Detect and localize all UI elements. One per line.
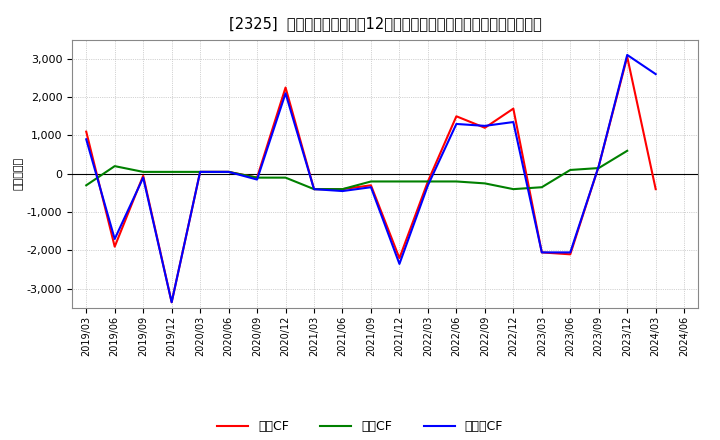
- フリーCF: [338, 188, 347, 194]
- 営業CF: [537, 250, 546, 255]
- 営業CF: [167, 300, 176, 305]
- 投資CF: [253, 175, 261, 180]
- 投資CF: [282, 175, 290, 180]
- フリーCF: [595, 164, 603, 169]
- 投資CF: [395, 179, 404, 184]
- フリーCF: [566, 250, 575, 255]
- 投資CF: [196, 169, 204, 175]
- 投資CF: [110, 164, 119, 169]
- Line: 営業CF: 営業CF: [86, 57, 656, 302]
- 営業CF: [110, 244, 119, 249]
- 投資CF: [452, 179, 461, 184]
- 投資CF: [82, 183, 91, 188]
- 営業CF: [282, 85, 290, 90]
- 投資CF: [480, 181, 489, 186]
- フリーCF: [537, 250, 546, 255]
- Title: [2325]  キャッシュフローの12か月移動合計の対前年同期増減額の推移: [2325] キャッシュフローの12か月移動合計の対前年同期増減額の推移: [229, 16, 541, 32]
- フリーCF: [480, 123, 489, 128]
- 営業CF: [480, 125, 489, 130]
- フリーCF: [225, 169, 233, 175]
- 営業CF: [623, 54, 631, 59]
- フリーCF: [623, 52, 631, 58]
- 営業CF: [509, 106, 518, 111]
- 投資CF: [167, 169, 176, 175]
- 営業CF: [225, 169, 233, 175]
- 投資CF: [423, 179, 432, 184]
- Y-axis label: （百万円）: （百万円）: [14, 157, 24, 191]
- 投資CF: [537, 185, 546, 190]
- 営業CF: [395, 256, 404, 261]
- フリーCF: [139, 175, 148, 180]
- 営業CF: [652, 187, 660, 192]
- フリーCF: [82, 137, 91, 142]
- フリーCF: [110, 236, 119, 242]
- 投資CF: [338, 187, 347, 192]
- 営業CF: [310, 187, 318, 192]
- 営業CF: [366, 183, 375, 188]
- 投資CF: [310, 187, 318, 192]
- Line: フリーCF: フリーCF: [86, 55, 656, 302]
- 営業CF: [82, 129, 91, 134]
- 営業CF: [139, 173, 148, 178]
- フリーCF: [196, 169, 204, 175]
- 投資CF: [366, 179, 375, 184]
- 投資CF: [225, 169, 233, 175]
- フリーCF: [423, 183, 432, 188]
- フリーCF: [452, 121, 461, 127]
- 投資CF: [566, 167, 575, 172]
- 営業CF: [338, 187, 347, 192]
- フリーCF: [366, 185, 375, 190]
- フリーCF: [310, 187, 318, 192]
- 投資CF: [139, 169, 148, 175]
- 投資CF: [623, 148, 631, 154]
- フリーCF: [395, 261, 404, 267]
- フリーCF: [167, 300, 176, 305]
- 営業CF: [452, 114, 461, 119]
- フリーCF: [253, 177, 261, 182]
- フリーCF: [509, 119, 518, 125]
- 営業CF: [595, 164, 603, 169]
- フリーCF: [282, 91, 290, 96]
- 営業CF: [253, 175, 261, 180]
- 営業CF: [196, 169, 204, 175]
- 投資CF: [595, 165, 603, 171]
- フリーCF: [652, 71, 660, 77]
- 営業CF: [423, 179, 432, 184]
- Line: 投資CF: 投資CF: [86, 151, 627, 189]
- 営業CF: [566, 252, 575, 257]
- 投資CF: [509, 187, 518, 192]
- Legend: 営業CF, 投資CF, フリーCF: 営業CF, 投資CF, フリーCF: [212, 415, 508, 438]
